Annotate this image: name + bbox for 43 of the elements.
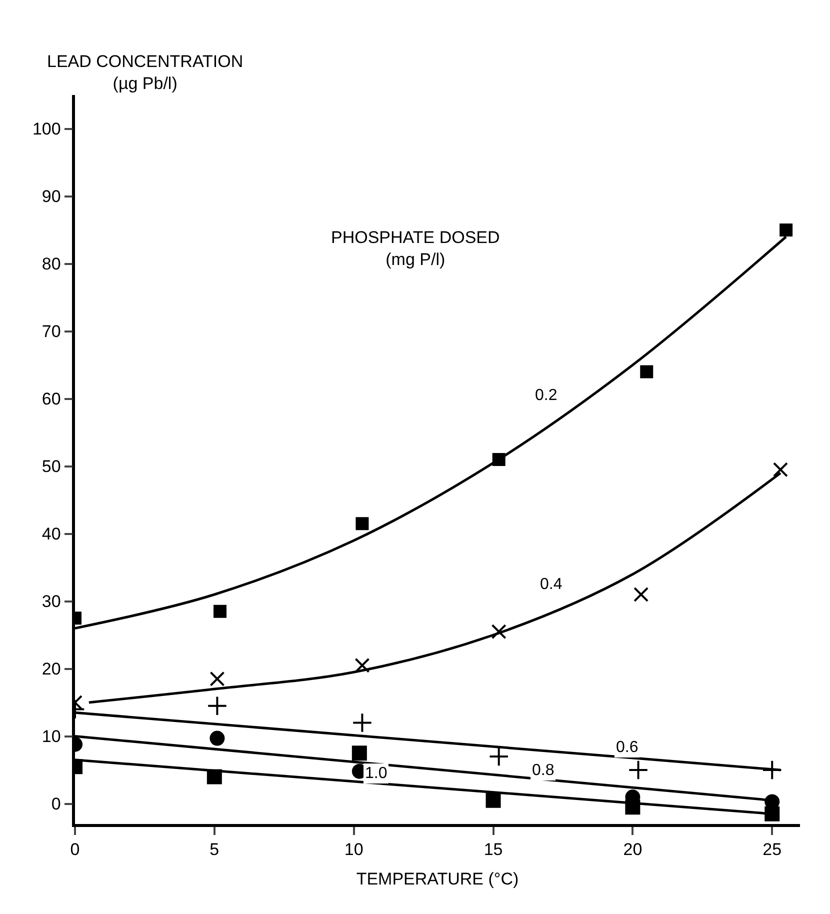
y-tick-label: 80: [42, 254, 61, 274]
point: [772, 462, 788, 478]
point: [354, 658, 370, 673]
point: [491, 624, 506, 640]
series-label: 0.6: [616, 739, 638, 756]
x-tick-label: 25: [762, 840, 782, 860]
point: [352, 746, 367, 761]
point: [207, 696, 228, 716]
point: [762, 760, 782, 780]
y-tick-label: 0: [51, 794, 61, 814]
y-tick-label: 30: [42, 592, 61, 612]
y-axis-title: LEAD CONCENTRATION (µg Pb/l): [47, 52, 244, 94]
x-tick-label: 10: [344, 840, 364, 860]
point: [488, 746, 509, 767]
y-tick-label: 90: [42, 187, 61, 206]
annotation: PHOSPHATE DOSED (mg P/l): [331, 228, 500, 270]
series-label: 0.4: [540, 576, 562, 593]
series-label: 0.8: [532, 762, 554, 779]
x-axis-title: TEMPERATURE (°C): [356, 870, 519, 889]
y-tick-label: 50: [42, 457, 61, 476]
point: [634, 587, 649, 602]
point: [210, 730, 225, 746]
point: [356, 517, 369, 530]
y-tick-label: 40: [42, 524, 61, 544]
y-tick-label: 10: [42, 727, 61, 746]
y-tick-label: 70: [42, 322, 61, 342]
y-tick-label: 60: [42, 390, 61, 409]
point: [486, 792, 501, 808]
x-tick-label: 0: [70, 840, 80, 860]
point: [210, 671, 225, 686]
series-label: 0.2: [535, 387, 558, 404]
y-tick-label: 20: [42, 660, 61, 679]
point: [214, 604, 226, 618]
x-tick-label: 20: [623, 840, 642, 860]
point: [780, 224, 793, 236]
point: [352, 712, 372, 733]
point: [640, 365, 654, 378]
x-tick-label: 5: [210, 840, 220, 860]
point: [628, 760, 648, 780]
y-tick-label: 100: [32, 120, 61, 139]
point: [764, 806, 780, 822]
x-tick-label: 15: [484, 840, 503, 860]
series-label: 1.0: [365, 765, 388, 782]
